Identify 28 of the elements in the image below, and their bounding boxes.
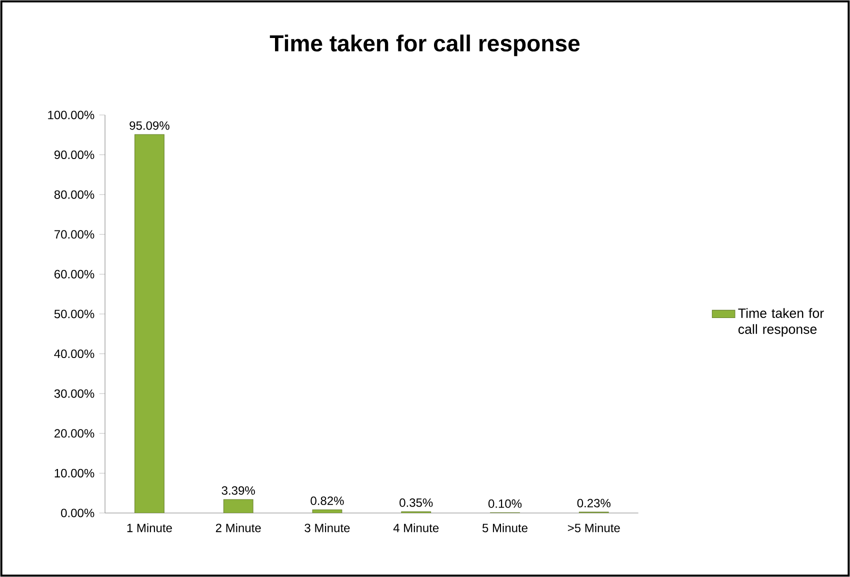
data-label: 95.09% [130,121,170,130]
bar [223,499,254,513]
bar [312,509,342,513]
data-label: 0.82% [310,496,344,506]
data-label: 0.23% [577,498,610,508]
y-tick-label: 40.00% [54,350,94,358]
y-tick-label: 60.00% [54,270,94,278]
x-tick-label: 3 Minute [304,523,350,532]
legend-label: Time taken for call response [738,308,824,337]
x-tick-label: 1 Minute [127,523,172,532]
x-tick-label: 4 Minute [393,523,439,532]
y-tick-label: 80.00% [54,190,94,199]
x-tick-label: 5 Minute [482,523,528,532]
x-tick-label: >5 Minute [568,523,620,532]
y-tick-label: 90.00% [54,150,94,160]
y-tick-label: 10.00% [54,468,94,478]
bar [134,134,164,513]
data-label: 3.39% [222,486,255,495]
chart-title: Time taken for call response [270,34,580,56]
data-label: 0.10% [488,499,522,508]
y-tick-label: 20.00% [54,429,94,438]
y-tick-label: 0.00% [61,508,94,518]
x-tick-label: 2 Minute [216,523,261,532]
y-tick-label: 50.00% [54,310,94,318]
y-tick-label: 70.00% [54,230,94,239]
y-tick-label: 30.00% [54,389,94,398]
y-tick-label: 100.00% [48,110,94,120]
data-label: 0.35% [400,498,433,507]
